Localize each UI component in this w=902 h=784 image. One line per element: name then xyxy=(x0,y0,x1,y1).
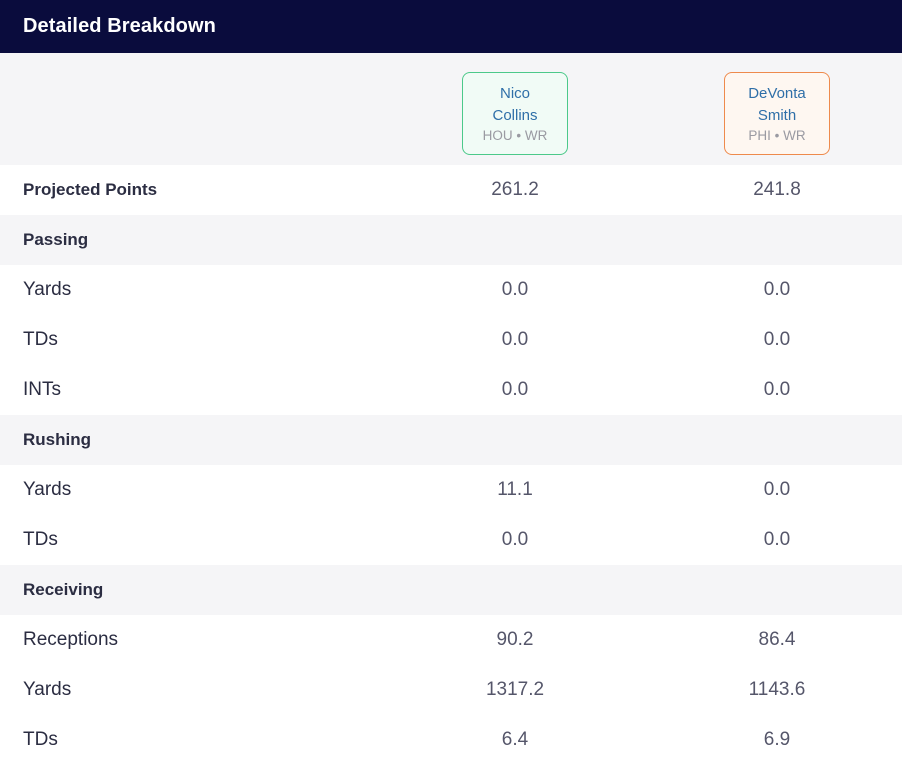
player2-value: 0.0 xyxy=(763,479,791,500)
section-header-rushing: Rushing xyxy=(0,415,902,465)
player1-value: 0.0 xyxy=(501,529,529,550)
player2-value: 0.0 xyxy=(763,329,791,350)
table-row: Yards 0.0 0.0 xyxy=(0,265,902,315)
table-row: TDs 0.0 0.0 xyxy=(0,515,902,565)
panel-title: Detailed Breakdown xyxy=(23,15,216,37)
table-row: Yards 11.1 0.0 xyxy=(0,465,902,515)
table-row: TDs 6.4 6.9 xyxy=(0,715,902,765)
player1-value: 261.2 xyxy=(491,179,539,200)
player-team-position: PHI • WR xyxy=(748,128,806,143)
player2-value: 241.8 xyxy=(753,179,801,200)
player1-value: 90.2 xyxy=(496,629,534,650)
panel-header: Detailed Breakdown xyxy=(0,0,902,53)
row-label: Yards xyxy=(23,279,72,300)
row-label: Receptions xyxy=(23,629,119,650)
player1-value: 1317.2 xyxy=(485,679,545,700)
player2-value: 86.4 xyxy=(758,629,796,650)
row-label: Projected Points xyxy=(23,180,158,199)
row-label: Yards xyxy=(23,679,72,700)
section-header-passing: Passing xyxy=(0,215,902,265)
player2-value: 1143.6 xyxy=(748,679,806,700)
projected-points-row: Projected Points 261.2 241.8 xyxy=(0,165,902,215)
section-label: Rushing xyxy=(23,430,91,449)
player-first-name: Nico xyxy=(499,85,530,102)
section-label: Passing xyxy=(23,230,89,249)
player-team-position: HOU • WR xyxy=(482,128,548,143)
player-card-nico-collins[interactable]: Nico Collins HOU • WR xyxy=(462,72,568,155)
player1-value: 6.4 xyxy=(501,729,529,750)
row-label: Yards xyxy=(23,479,72,500)
player-card-devonta-smith[interactable]: DeVonta Smith PHI • WR xyxy=(724,72,830,155)
row-label: TDs xyxy=(23,729,58,750)
player2-value: 0.0 xyxy=(763,529,791,550)
player2-value: 0.0 xyxy=(763,379,791,400)
row-label: TDs xyxy=(23,329,58,350)
row-label: TDs xyxy=(23,529,58,550)
player-last-name: Smith xyxy=(757,107,797,124)
player1-value: 0.0 xyxy=(501,329,529,350)
player2-value: 6.9 xyxy=(763,729,791,750)
table-row: Yards 1317.2 1143.6 xyxy=(0,665,902,715)
table-row: Receptions 90.2 86.4 xyxy=(0,615,902,665)
section-label: Receiving xyxy=(23,580,104,599)
player1-value: 0.0 xyxy=(501,379,529,400)
player-header-row: Nico Collins HOU • WR DeVonta Smith PHI … xyxy=(0,53,902,165)
player1-value: 11.1 xyxy=(497,479,533,500)
player-last-name: Collins xyxy=(492,107,538,124)
player-first-name: DeVonta xyxy=(748,85,806,102)
section-header-receiving: Receiving xyxy=(0,565,902,615)
player1-value: 0.0 xyxy=(501,279,529,300)
table-row: TDs 0.0 0.0 xyxy=(0,315,902,365)
player2-value: 0.0 xyxy=(763,279,791,300)
row-label: INTs xyxy=(23,379,61,400)
table-row: INTs 0.0 0.0 xyxy=(0,365,902,415)
